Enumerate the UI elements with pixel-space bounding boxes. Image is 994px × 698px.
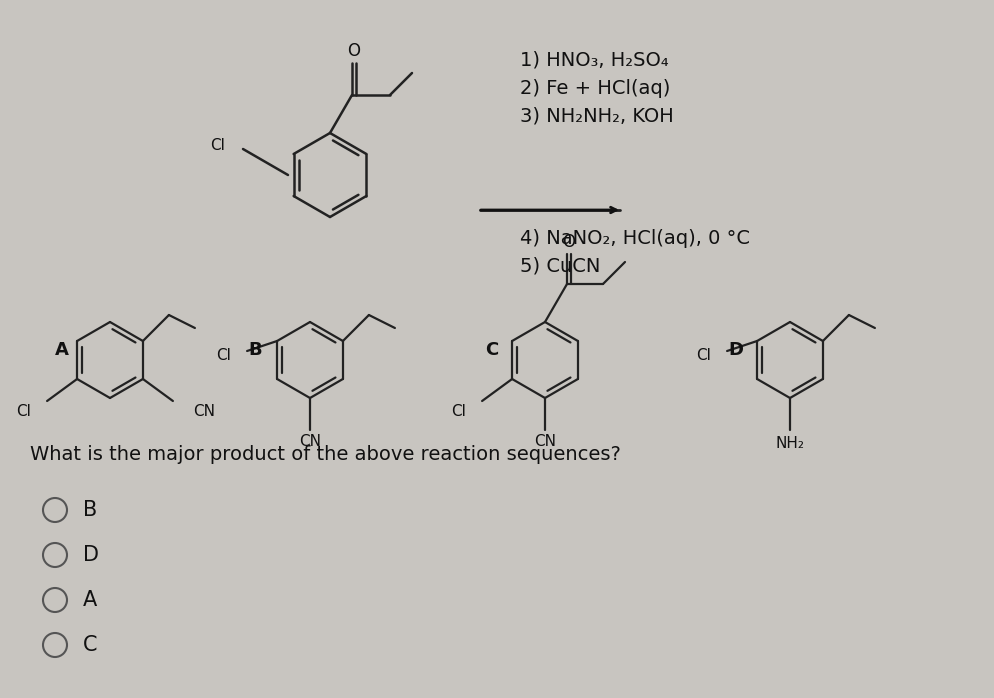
- Text: C: C: [484, 341, 498, 359]
- Text: Cl: Cl: [450, 403, 465, 419]
- Text: D: D: [728, 341, 743, 359]
- Text: D: D: [83, 545, 98, 565]
- Text: B: B: [248, 341, 261, 359]
- Text: 3) NH₂NH₂, KOH: 3) NH₂NH₂, KOH: [520, 107, 673, 126]
- Text: CN: CN: [299, 434, 321, 450]
- Text: A: A: [55, 341, 69, 359]
- Text: NH₂: NH₂: [774, 436, 804, 450]
- Text: CN: CN: [534, 434, 556, 450]
- Text: 4) NaNO₂, HCl(aq), 0 °C: 4) NaNO₂, HCl(aq), 0 °C: [520, 228, 749, 248]
- Text: A: A: [83, 590, 97, 610]
- Text: Cl: Cl: [16, 403, 31, 419]
- Text: Cl: Cl: [216, 348, 231, 364]
- Text: Cl: Cl: [696, 348, 711, 364]
- Text: B: B: [83, 500, 97, 520]
- Text: 5) CuCN: 5) CuCN: [520, 256, 599, 276]
- Text: C: C: [83, 635, 97, 655]
- Text: What is the major product of the above reaction sequences?: What is the major product of the above r…: [30, 445, 620, 464]
- Text: O: O: [562, 233, 575, 251]
- Text: 2) Fe + HCl(aq): 2) Fe + HCl(aq): [520, 78, 670, 98]
- Text: O: O: [347, 42, 360, 60]
- Text: 1) HNO₃, H₂SO₄: 1) HNO₃, H₂SO₄: [520, 50, 668, 70]
- Text: CN: CN: [193, 403, 215, 419]
- Text: Cl: Cl: [210, 138, 225, 152]
